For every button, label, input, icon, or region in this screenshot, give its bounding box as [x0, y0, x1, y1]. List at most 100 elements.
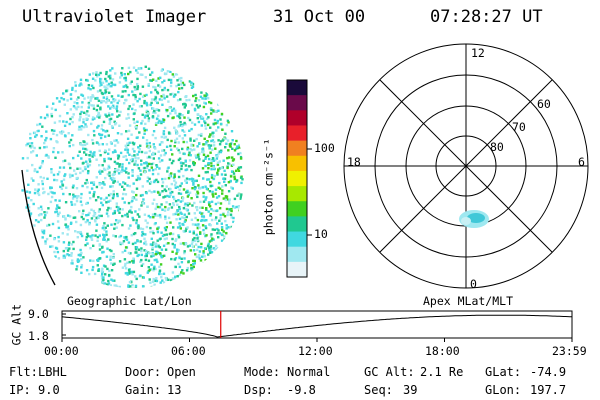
uv-pixel	[192, 162, 195, 165]
uv-pixel	[52, 147, 56, 150]
uv-pixel	[240, 181, 243, 185]
altitude-timeline	[61, 310, 573, 342]
uv-pixel	[188, 244, 192, 247]
uv-pixel	[92, 183, 96, 186]
uv-pixel	[109, 258, 112, 261]
uv-pixel	[155, 164, 158, 167]
uv-pixel	[200, 124, 203, 127]
uv-pixel	[134, 88, 137, 91]
uv-pixel	[101, 226, 104, 230]
uv-pixel	[72, 184, 75, 187]
uv-pixel	[179, 184, 182, 188]
uv-pixel	[97, 196, 100, 199]
uv-pixel	[227, 162, 230, 165]
uv-pixel	[138, 208, 141, 211]
uv-pixel	[209, 235, 213, 238]
uv-pixel	[79, 232, 83, 236]
uv-pixel	[80, 157, 83, 160]
uv-pixel	[126, 143, 130, 147]
uv-pixel	[157, 205, 160, 209]
uv-pixel	[139, 260, 142, 263]
uv-pixel	[167, 207, 170, 210]
uv-pixel	[182, 188, 186, 191]
uv-pixel	[127, 176, 130, 179]
uv-pixel	[229, 213, 233, 216]
uv-pixel	[77, 253, 80, 257]
uv-pixel	[148, 155, 151, 159]
uv-pixel	[199, 259, 203, 262]
instrument-title: Ultraviolet Imager	[22, 7, 207, 27]
uv-pixel	[80, 271, 83, 274]
uv-pixel	[92, 244, 95, 247]
uv-pixel	[199, 95, 203, 98]
uv-pixel	[154, 214, 157, 217]
uv-pixel	[156, 260, 159, 264]
uv-pixel	[49, 245, 52, 248]
uv-pixel	[135, 136, 138, 139]
uv-pixel	[67, 228, 70, 231]
uv-pixel	[88, 103, 91, 106]
time-label: 07:28:27 UT	[430, 7, 543, 27]
colorbar-stripe	[287, 246, 307, 263]
uv-pixel	[95, 75, 99, 78]
uv-pixel	[164, 205, 167, 209]
uv-pixel	[154, 136, 157, 140]
uv-pixel	[131, 141, 134, 144]
uv-pixel	[140, 253, 143, 257]
uv-pixel	[88, 191, 91, 194]
uv-pixel	[37, 188, 40, 191]
uv-pixel	[177, 234, 180, 237]
uv-pixel	[142, 201, 145, 205]
uv-pixel	[159, 216, 162, 219]
uv-pixel	[200, 134, 203, 137]
uv-pixel	[62, 192, 65, 196]
uv-pixel	[128, 270, 131, 274]
uv-pixel	[232, 220, 235, 224]
uv-pixel	[223, 180, 226, 183]
uv-pixel	[131, 174, 134, 177]
uv-pixel	[115, 219, 118, 222]
uv-pixel	[62, 160, 65, 163]
uv-pixel	[108, 273, 111, 277]
uv-pixel	[191, 144, 195, 147]
uv-pixel	[157, 114, 160, 117]
uv-pixel	[72, 216, 75, 219]
xtick-label-0600: 06:00	[171, 344, 206, 358]
uv-pixel	[111, 83, 114, 86]
uv-pixel	[233, 197, 237, 201]
uv-pixel	[81, 101, 84, 104]
uv-pixel	[26, 142, 29, 146]
uv-pixel	[72, 247, 75, 251]
uv-pixel	[211, 157, 215, 160]
uv-pixel	[68, 254, 71, 257]
uv-pixel	[80, 264, 84, 267]
uv-pixel	[57, 151, 60, 154]
uv-pixel	[51, 222, 55, 226]
uv-pixel	[230, 186, 233, 189]
uv-pixel	[134, 97, 137, 101]
uv-pixel	[200, 215, 204, 218]
uv-pixel	[97, 269, 100, 272]
uv-pixel	[96, 239, 99, 242]
uv-pixel	[193, 236, 196, 240]
uv-pixel	[136, 174, 140, 178]
uv-pixel	[82, 209, 85, 212]
uv-pixel	[171, 271, 175, 274]
uv-pixel	[98, 208, 101, 211]
colorbar-label-10: 10	[314, 227, 328, 241]
uv-pixel	[173, 145, 176, 148]
uv-pixel	[112, 256, 115, 259]
uv-pixel	[178, 222, 181, 225]
uv-pixel	[170, 172, 173, 175]
glon-value: 197.7	[530, 383, 567, 397]
uv-pixel	[171, 277, 175, 280]
uv-pixel	[28, 144, 32, 148]
uv-pixel	[130, 80, 133, 83]
uv-pixel	[85, 125, 88, 128]
uv-pixel	[224, 184, 227, 187]
uv-pixel	[172, 107, 176, 110]
uv-pixel	[214, 202, 218, 206]
uv-pixel	[95, 223, 99, 226]
uv-pixel	[50, 168, 53, 171]
uv-pixel	[153, 109, 156, 113]
